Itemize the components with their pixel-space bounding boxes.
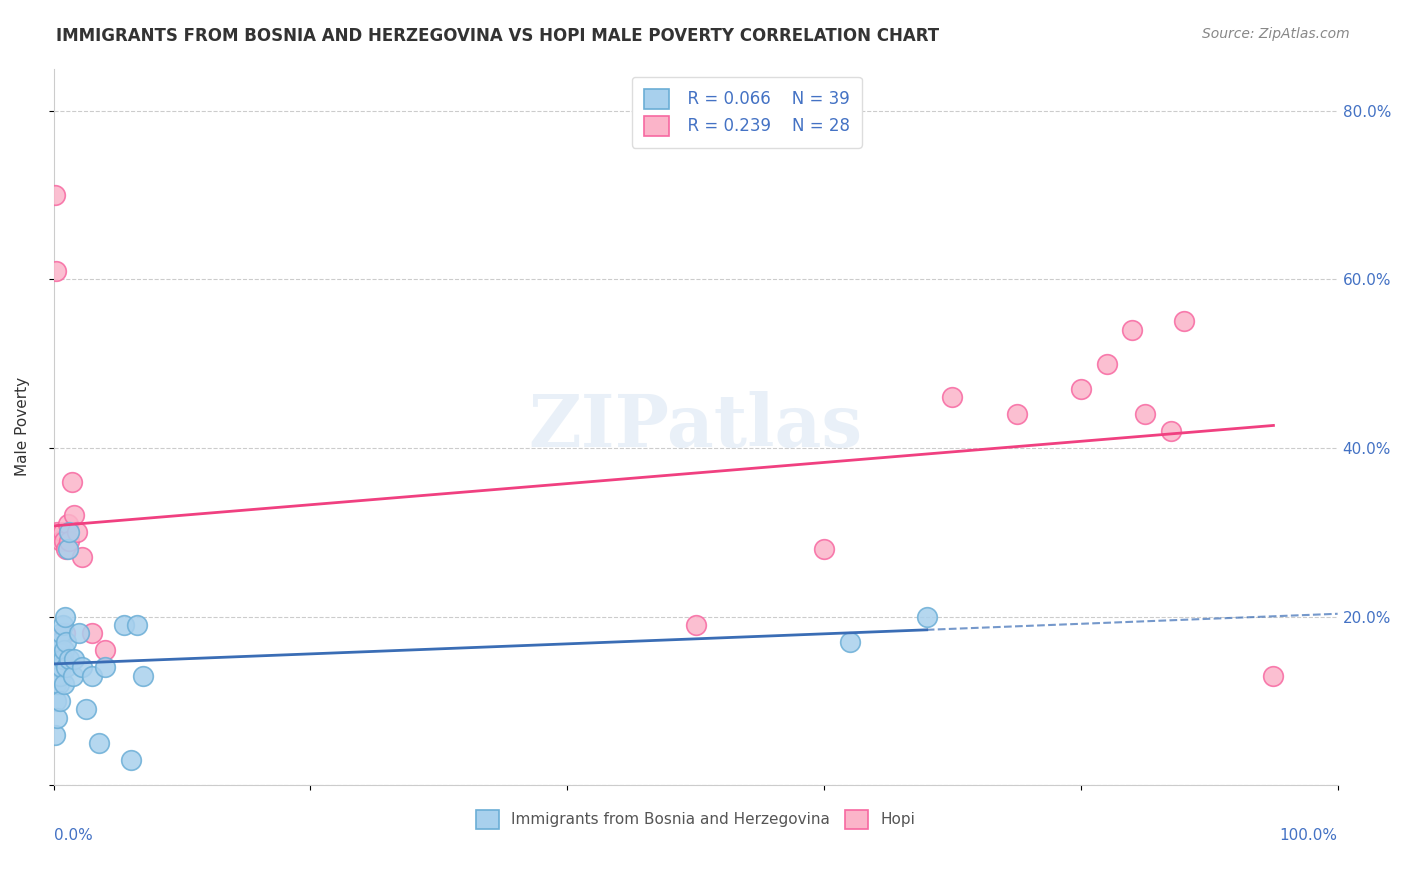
Point <box>52 643 75 657</box>
Point <box>49 668 72 682</box>
Point <box>51 626 73 640</box>
Point <box>53 609 76 624</box>
Point <box>125 618 148 632</box>
Text: Source: ZipAtlas.com: Source: ZipAtlas.com <box>1202 27 1350 41</box>
Text: 0.0%: 0.0% <box>53 828 93 843</box>
Point <box>87 736 110 750</box>
Point <box>67 626 90 640</box>
Point <box>45 694 67 708</box>
Point <box>1173 314 1195 328</box>
Point <box>49 651 72 665</box>
Point <box>52 651 75 665</box>
Point <box>63 508 86 523</box>
Point <box>45 264 67 278</box>
Point <box>1121 323 1143 337</box>
Point <box>1095 357 1118 371</box>
Point <box>52 677 75 691</box>
Point <box>52 533 75 548</box>
Point <box>51 533 73 548</box>
Point <box>51 660 73 674</box>
Point <box>82 626 104 640</box>
Y-axis label: Male Poverty: Male Poverty <box>15 377 30 476</box>
Point <box>82 668 104 682</box>
Point <box>58 651 80 665</box>
Point <box>56 542 79 557</box>
Point <box>1133 407 1156 421</box>
Point <box>112 618 135 632</box>
Point <box>94 643 117 657</box>
Point <box>48 643 70 657</box>
Point <box>1160 424 1182 438</box>
Point <box>1263 668 1285 682</box>
Point <box>46 525 69 540</box>
Point <box>46 643 69 657</box>
Point <box>1005 407 1028 421</box>
Point <box>1070 382 1092 396</box>
Point <box>62 668 84 682</box>
Point <box>46 651 69 665</box>
Point <box>55 634 77 648</box>
Point <box>52 618 75 632</box>
Point <box>52 525 75 540</box>
Point <box>48 677 70 691</box>
Text: IMMIGRANTS FROM BOSNIA AND HERZEGOVINA VS HOPI MALE POVERTY CORRELATION CHART: IMMIGRANTS FROM BOSNIA AND HERZEGOVINA V… <box>56 27 939 45</box>
Point <box>838 634 860 648</box>
Point <box>49 694 72 708</box>
Point <box>813 542 835 557</box>
Text: ZIPatlas: ZIPatlas <box>529 392 863 462</box>
Point <box>44 727 66 741</box>
Point <box>66 525 89 540</box>
Point <box>44 188 66 202</box>
Point <box>132 668 155 682</box>
Point <box>45 677 67 691</box>
Point <box>56 516 79 531</box>
Point <box>58 533 80 548</box>
Point <box>685 618 707 632</box>
Point <box>60 475 83 489</box>
Text: 100.0%: 100.0% <box>1279 828 1337 843</box>
Point <box>94 660 117 674</box>
Point <box>55 542 77 557</box>
Point <box>53 626 76 640</box>
Point <box>70 550 93 565</box>
Point <box>55 660 77 674</box>
Point <box>941 390 963 404</box>
Point <box>63 651 86 665</box>
Legend: Immigrants from Bosnia and Herzegovina, Hopi: Immigrants from Bosnia and Herzegovina, … <box>470 804 921 835</box>
Point <box>46 668 69 682</box>
Point <box>58 525 80 540</box>
Point <box>75 702 97 716</box>
Point <box>120 753 142 767</box>
Point <box>46 711 69 725</box>
Point <box>48 660 70 674</box>
Point <box>915 609 938 624</box>
Point <box>70 660 93 674</box>
Point <box>49 634 72 648</box>
